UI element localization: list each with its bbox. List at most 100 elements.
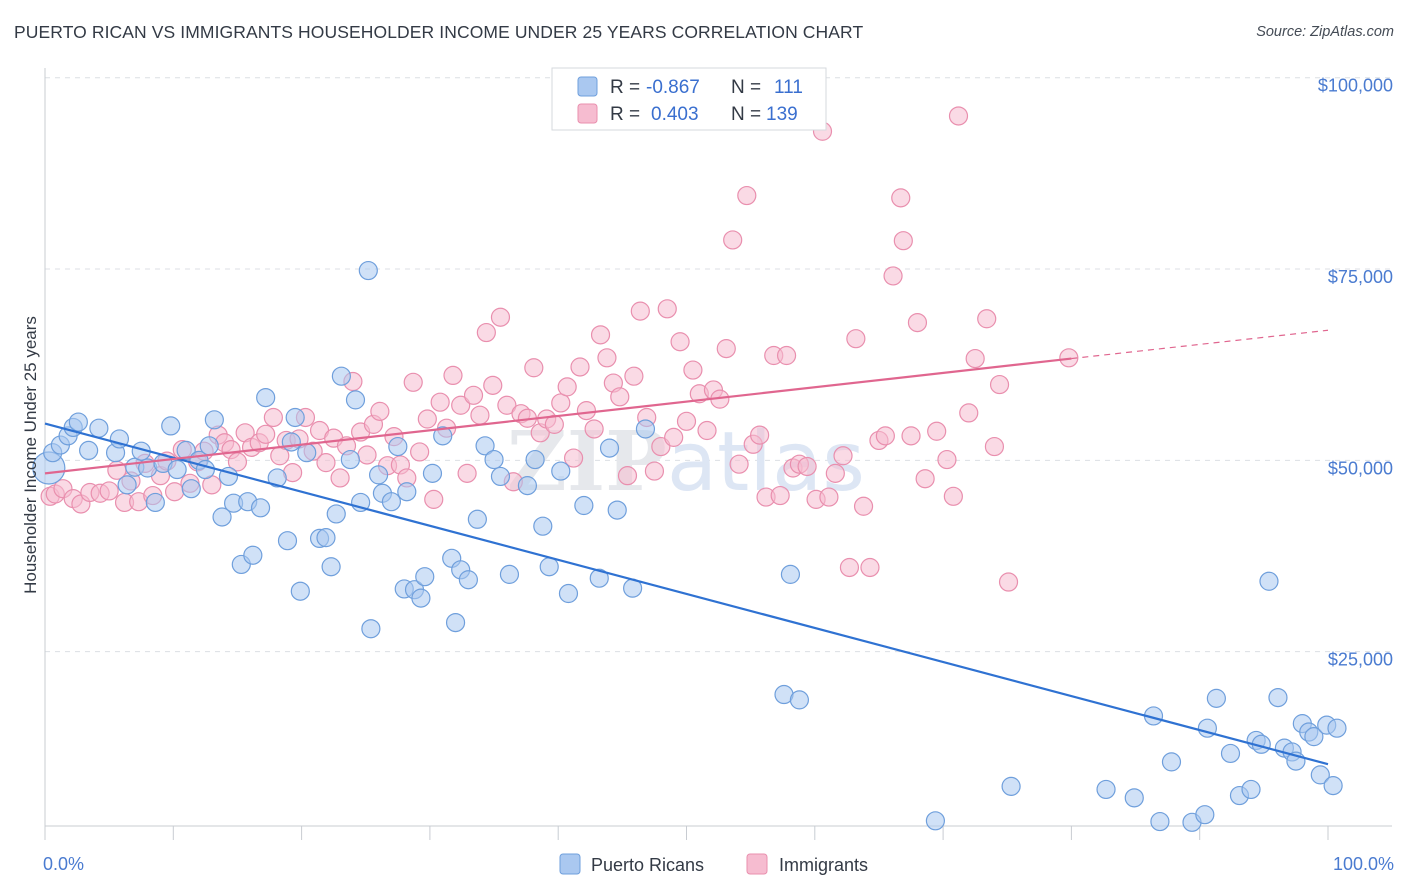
puerto-ricans-point	[361, 619, 381, 639]
legend-blue-r-label: R =	[610, 77, 640, 98]
immigrants-point	[839, 557, 860, 578]
chart-title: PUERTO RICAN VS IMMIGRANTS HOUSEHOLDER I…	[14, 22, 864, 42]
puerto-ricans-point	[109, 429, 130, 449]
puerto-ricans-point	[551, 461, 571, 481]
puerto-ricans-point	[176, 440, 196, 461]
immigrants-point	[644, 461, 665, 481]
immigrants-point	[476, 322, 496, 343]
immigrants-point	[424, 489, 444, 509]
immigrants-point	[959, 403, 979, 423]
puerto-ricans-point	[195, 459, 215, 480]
puerto-ricans-point	[368, 465, 389, 485]
immigrants-point	[670, 332, 690, 352]
bottom-legend-blue-label: Puerto Ricans	[591, 855, 704, 875]
immigrants-point	[617, 466, 638, 486]
puerto-ricans-point	[68, 412, 88, 432]
y-tick-label: $75,000	[1328, 267, 1393, 287]
puerto-ricans-point	[1220, 743, 1241, 764]
puerto-ricans-point	[445, 612, 466, 633]
immigrants-point	[657, 299, 677, 319]
immigrants-point	[576, 401, 597, 421]
source-label: Source: ZipAtlas.com	[1256, 24, 1394, 40]
immigrants-point	[948, 106, 969, 126]
immigrants-point	[875, 426, 895, 446]
x-tick-label: 0.0%	[43, 854, 84, 874]
puerto-ricans-point	[1001, 776, 1021, 796]
puerto-ricans-point	[789, 690, 810, 710]
immigrants-point	[551, 393, 571, 413]
puerto-ricans-point	[1206, 688, 1226, 708]
puerto-ricans-point	[1259, 571, 1279, 591]
puerto-ricans-point	[1096, 779, 1116, 800]
immigrants-point	[819, 487, 839, 507]
puerto-ricans-point	[321, 557, 341, 577]
puerto-ricans-point	[89, 418, 109, 438]
legend-blue-swatch	[577, 76, 598, 97]
bottom-legend-blue-swatch	[559, 853, 581, 875]
tick-labels: $25,000 $50,000 $75,000 $100,000 0.0% 100.0%	[43, 76, 1394, 874]
puerto-ricans-trend-line	[44, 422, 1329, 766]
puerto-ricans-point	[167, 459, 187, 480]
immigrants-point	[451, 395, 471, 415]
immigrants-point	[443, 365, 463, 386]
puerto-ricans-point	[250, 498, 271, 518]
legend-pink-r-value: 0.403	[651, 104, 699, 125]
puerto-ricans-point	[1323, 776, 1343, 796]
immigrants-point	[797, 456, 817, 477]
puerto-ricans-point	[267, 468, 287, 488]
puerto-ricans-point	[539, 557, 559, 577]
legend-top-box	[551, 67, 827, 131]
immigrants-point	[984, 436, 1005, 457]
puerto-ricans-point	[1195, 805, 1215, 825]
legend-blue-r-value: -0.867	[646, 77, 700, 98]
immigrants-point	[907, 312, 928, 333]
puerto-ricans-point	[411, 588, 431, 608]
puerto-ricans-point	[422, 463, 443, 483]
immigrants-point	[683, 360, 703, 380]
immigrants-point	[893, 231, 913, 251]
puerto-ricans-point	[1304, 727, 1324, 747]
bottom-legend-pink-swatch	[746, 853, 768, 875]
legend-pink-n-value: 139	[766, 104, 798, 125]
puerto-ricans-point	[475, 436, 495, 456]
immigrants-point	[915, 469, 935, 489]
immigrants-point	[776, 345, 797, 366]
puerto-ricans-point	[558, 583, 579, 604]
immigrants-point	[697, 420, 717, 441]
puerto-ricans-point	[484, 449, 504, 470]
immigrants-point	[610, 387, 630, 407]
immigrants-point	[483, 375, 503, 395]
immigrants-point	[584, 419, 604, 439]
immigrants-point	[998, 572, 1019, 592]
puerto-ricans-point	[145, 492, 165, 513]
legend-blue-n-label: N =	[731, 77, 761, 98]
immigrants-points	[40, 106, 1079, 592]
puerto-ricans-point	[212, 507, 232, 527]
immigrants-point	[330, 468, 350, 488]
legend-pink-swatch	[577, 103, 598, 124]
immigrants-point	[825, 463, 845, 483]
immigrants-point	[410, 442, 430, 462]
legend-pink-n-label: N =	[731, 104, 761, 125]
puerto-ricans-point	[1310, 765, 1330, 785]
legend-bottom: Puerto Ricans Immigrants	[559, 853, 868, 875]
immigrants-point	[937, 449, 957, 470]
immigrants-point	[470, 405, 490, 425]
immigrants-point	[965, 348, 985, 369]
puerto-ricans-point	[345, 390, 366, 410]
immigrants-point	[927, 421, 947, 441]
puerto-ricans-point	[433, 426, 453, 446]
immigrants-point	[729, 454, 749, 474]
puerto-ricans-point	[574, 495, 594, 516]
y-tick-label: $100,000	[1318, 76, 1393, 96]
immigrants-point	[430, 392, 450, 412]
immigrants-point	[263, 407, 283, 428]
immigrants-point	[99, 481, 119, 501]
immigrants-point	[497, 395, 517, 415]
puerto-ricans-point	[117, 475, 137, 495]
immigrants-point	[557, 377, 577, 397]
immigrants-point	[750, 425, 770, 445]
immigrants-point	[977, 309, 997, 329]
puerto-ricans-point	[79, 440, 99, 461]
puerto-ricans-point	[415, 567, 435, 587]
